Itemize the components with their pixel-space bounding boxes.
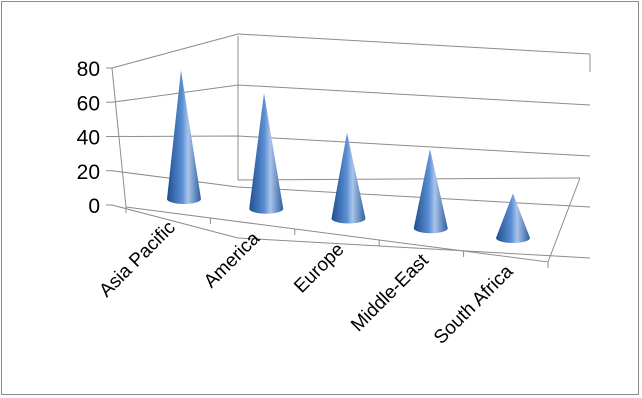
x-axis-categories: Asia Pacific America EuropeMiddle-EastSout… — [95, 217, 517, 348]
gridline — [111, 170, 591, 208]
x-category-label: South Africa — [430, 261, 518, 349]
cone-mark — [496, 193, 530, 243]
x-category-label: Middle-East — [347, 250, 433, 336]
y-tick-label: 20 — [77, 161, 100, 184]
cone-mark — [167, 70, 201, 204]
y-tick-label: 80 — [77, 58, 100, 81]
cone-mark — [331, 132, 366, 224]
chart-walls — [111, 33, 591, 268]
y-tick-label: 60 — [77, 92, 100, 115]
y-tick-label: 40 — [77, 127, 100, 150]
x-category-label: America — [200, 228, 264, 292]
y-axis-ticks: 0 20 40 60 80 — [77, 58, 112, 218]
gridline — [111, 33, 591, 69]
y-tick-label: 0 — [88, 195, 100, 218]
gridline — [111, 204, 591, 259]
y-axis-line — [111, 67, 127, 208]
floor-back-edge — [237, 177, 581, 181]
x-category-label: Europe — [290, 239, 348, 297]
x-category-label: Asia Pacific — [95, 217, 179, 301]
cone-series — [167, 70, 530, 243]
cone-mark — [249, 93, 284, 214]
cone-mark — [413, 149, 448, 234]
